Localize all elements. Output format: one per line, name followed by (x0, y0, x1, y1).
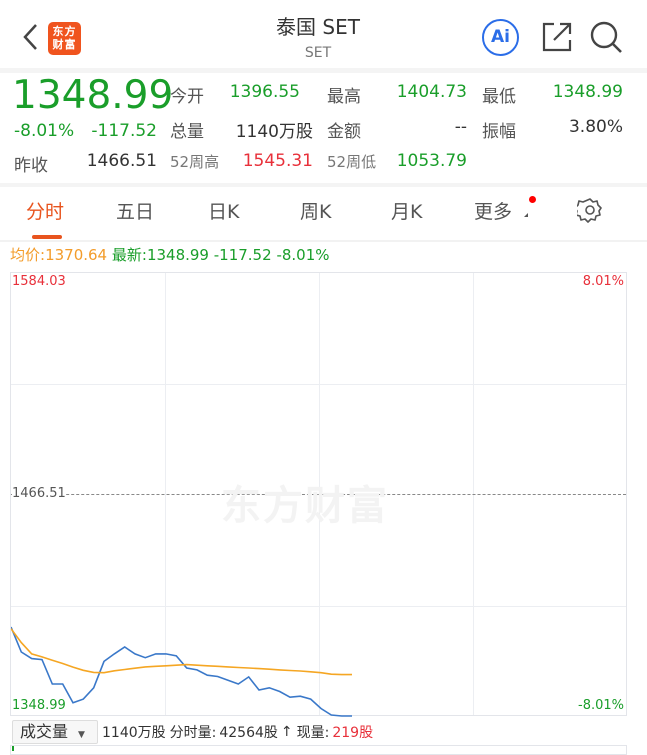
notification-dot (529, 196, 536, 203)
top-nav-bar: 东方 财富 泰国 SET SET Ai (0, 0, 647, 70)
page-subtitle: SET (304, 45, 332, 61)
indicator-selector-label: 成交量 (20, 722, 69, 741)
tab-five-day[interactable]: 五日 (116, 201, 155, 223)
avg-line (11, 628, 352, 676)
prev-close-value: 1466.51 (86, 151, 157, 171)
tab-intraday[interactable]: 分时 (26, 201, 65, 223)
latest-label: 最新: (111, 246, 147, 264)
chart-plot (11, 626, 352, 717)
price-line (11, 626, 352, 717)
price-info-line: 均价:1370.64 最新:1348.99 -117.52 -8.01% (10, 244, 330, 265)
pct-top-label: 8.01% (582, 274, 624, 289)
indicator-selector[interactable]: 成交量 ▼ (12, 720, 98, 744)
ai-icon: Ai (491, 27, 510, 47)
change-value: -117.52 (91, 121, 157, 141)
latest-change: -117.52 (213, 246, 272, 264)
amount-label: 金额 (327, 122, 361, 142)
y-mid-label: 1466.51 (12, 486, 66, 501)
dropdown-triangle-icon (524, 213, 528, 217)
latest-value: 1348.99 (146, 246, 209, 264)
change-pct: -8.01% (14, 121, 75, 141)
last-price: 1348.99 (12, 73, 174, 118)
ai-button[interactable]: Ai (482, 19, 519, 56)
low-label: 最低 (482, 87, 516, 107)
tab-daily-k[interactable]: 日K (208, 201, 240, 223)
volume-chart (10, 745, 627, 755)
volume-bar (12, 746, 14, 751)
prev-close-label: 昨收 (14, 156, 48, 176)
divider (0, 183, 647, 187)
dropdown-arrow-icon: ▼ (78, 730, 85, 740)
high-label: 最高 (327, 87, 361, 107)
volume-label: 总量 (170, 122, 204, 142)
pct-bottom-label: -8.01% (578, 698, 624, 713)
up-arrow-icon: ↑ (280, 724, 293, 740)
active-tab-indicator (32, 235, 62, 239)
chart-settings-button[interactable] (574, 197, 603, 227)
intraday-chart[interactable]: 东方财富 1584.03 8.01% 1466.51 1348.99 -8.01… (10, 272, 627, 717)
minute-volume: 42564股 (219, 725, 278, 741)
total-volume: 1140万股 (102, 725, 166, 741)
share-icon (542, 22, 572, 52)
minute-volume-label: 分时量: (169, 725, 217, 741)
high-value: 1404.73 (396, 82, 467, 102)
wk52-low-label: 52周低 (327, 153, 377, 171)
tab-monthly-k[interactable]: 月K (391, 201, 423, 223)
back-button[interactable] (18, 20, 44, 54)
y-bottom-label: 1348.99 (12, 698, 66, 713)
volume-bar-header: 成交量 ▼ 1140万股 分时量: 42564股 ↑ 现量: 219股 (12, 720, 373, 744)
reference-line (11, 494, 626, 495)
open-label: 今开 (170, 87, 204, 107)
divider (0, 240, 647, 242)
share-button[interactable] (540, 20, 574, 58)
y-top-label: 1584.03 (12, 274, 66, 289)
avg-price-value: 1370.64 (45, 246, 108, 264)
grid-line (11, 384, 626, 385)
wk52-high-value: 1545.31 (242, 151, 313, 171)
avg-price-label: 均价: (10, 246, 46, 264)
watermark: 东方财富 (221, 483, 389, 529)
divider (0, 68, 647, 73)
gear-icon (574, 198, 602, 223)
wk52-low-value: 1053.79 (396, 151, 467, 171)
amplitude-label: 振幅 (482, 122, 516, 142)
page-title: 泰国 SET (276, 15, 360, 39)
app-logo: 东方 财富 (48, 22, 81, 55)
chevron-left-icon (23, 24, 37, 50)
current-volume-label: 现量: (296, 725, 330, 741)
search-button[interactable] (588, 19, 624, 59)
amplitude-value: 3.80% (568, 117, 623, 137)
amount-value: -- (454, 117, 467, 137)
wk52-high-label: 52周高 (170, 153, 220, 171)
search-icon (590, 21, 622, 53)
volume-value: 1140万股 (235, 122, 313, 142)
tab-weekly-k[interactable]: 周K (300, 201, 332, 223)
low-value: 1348.99 (552, 82, 623, 102)
latest-change-pct: -8.01% (276, 246, 330, 264)
tab-more[interactable]: 更多 (474, 201, 513, 223)
current-volume: 219股 (332, 725, 374, 741)
open-value: 1396.55 (229, 82, 300, 102)
grid-line (11, 606, 626, 607)
